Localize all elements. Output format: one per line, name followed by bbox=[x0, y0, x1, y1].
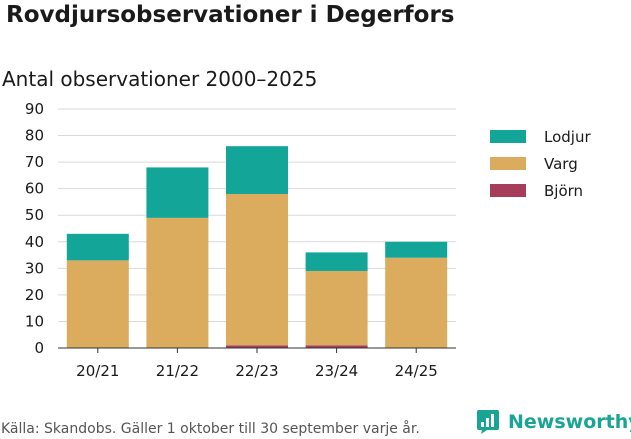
bar-lodjur-24-25 bbox=[385, 241, 448, 258]
bar-varg-20-21 bbox=[66, 260, 129, 348]
bar-varg-24-25 bbox=[385, 257, 448, 348]
legend-swatch bbox=[490, 184, 526, 197]
y-tick-label: 90 bbox=[25, 100, 44, 118]
y-tick-label: 20 bbox=[25, 286, 44, 304]
x-tick-label: 20/21 bbox=[76, 362, 119, 380]
y-tick-label: 10 bbox=[25, 312, 44, 330]
chart-title: Rovdjursobservationer i Degerfors bbox=[6, 2, 455, 28]
source-footnote: Källa: Skandobs. Gäller 1 oktober till 3… bbox=[1, 421, 420, 437]
legend-label: Varg bbox=[544, 155, 578, 173]
bars bbox=[66, 146, 448, 348]
bar-bj-rn-22-23 bbox=[226, 345, 288, 348]
bar-varg-22-23 bbox=[226, 193, 288, 346]
bar-lodjur-22-23 bbox=[226, 146, 288, 194]
legend: Lodjur Varg Björn bbox=[490, 128, 591, 200]
bar-lodjur-21-22 bbox=[146, 167, 209, 218]
legend-swatch bbox=[490, 157, 526, 170]
y-tick-label: 50 bbox=[25, 206, 44, 224]
brand-name: Newsworthy bbox=[508, 411, 631, 433]
bar-varg-21-22 bbox=[146, 217, 209, 348]
legend-swatch bbox=[490, 130, 526, 143]
y-tick-label: 30 bbox=[25, 259, 44, 277]
x-tick-label: 24/25 bbox=[395, 362, 438, 380]
newsworthy-logo-icon bbox=[477, 410, 499, 434]
y-tick-label: 0 bbox=[34, 339, 44, 357]
y-tick-label: 60 bbox=[25, 180, 44, 198]
y-tick-label: 70 bbox=[25, 153, 44, 171]
y-tick-label: 40 bbox=[25, 233, 44, 251]
y-tick-label: 80 bbox=[25, 127, 44, 145]
legend-label: Lodjur bbox=[544, 128, 591, 146]
x-tick-label: 21/22 bbox=[156, 362, 199, 380]
bar-bj-rn-23-24 bbox=[305, 345, 368, 348]
x-tick-label: 23/24 bbox=[315, 362, 358, 380]
x-tick-label: 22/23 bbox=[235, 362, 278, 380]
brand-logo: Newsworthy bbox=[476, 409, 631, 435]
bar-lodjur-20-21 bbox=[66, 233, 129, 261]
bar-lodjur-23-24 bbox=[305, 252, 368, 271]
bar-varg-23-24 bbox=[305, 270, 368, 346]
y-axis-ticks: 0 10 20 30 40 50 60 70 80 90 bbox=[25, 100, 44, 357]
chart-subtitle: Antal observationer 2000–2025 bbox=[2, 67, 318, 91]
x-axis-ticks: 20/21 21/22 22/23 23/24 24/25 bbox=[76, 348, 438, 380]
legend-label: Björn bbox=[544, 182, 583, 200]
